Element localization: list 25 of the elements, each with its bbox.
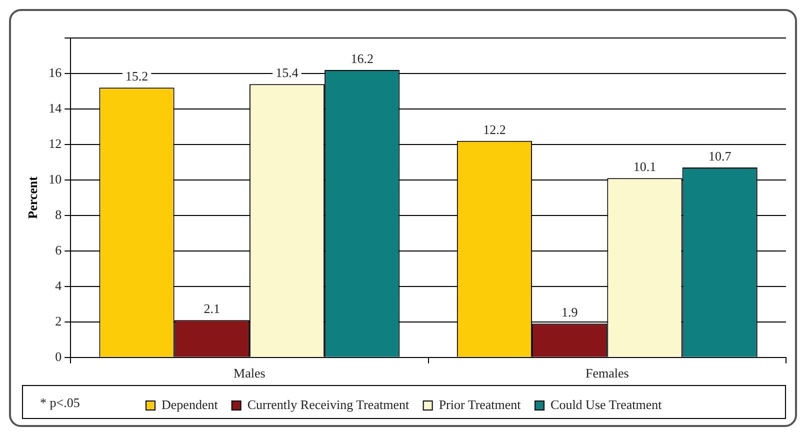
x-tick-label: Males: [234, 366, 266, 381]
y-tick-label: 2: [55, 313, 62, 328]
legend-label: Currently Receiving Treatment: [247, 396, 410, 412]
data-label: 10.1: [633, 159, 656, 174]
data-label: 10.7: [708, 148, 732, 164]
data-label: 15.2: [125, 68, 148, 84]
x-tick-label: Females: [585, 366, 629, 381]
legend-label: Could Use Treatment: [550, 396, 662, 412]
y-tick-label: 10: [48, 171, 62, 186]
y-axis-title: Percent: [25, 176, 40, 219]
data-label: 1.9: [561, 304, 578, 320]
data-label: 16.2: [350, 50, 374, 66]
y-tick-label: 4: [55, 278, 62, 293]
y-tick-label: 16: [48, 64, 62, 80]
data-label: 15.4: [276, 65, 299, 80]
data-label: 2.1: [204, 301, 220, 316]
y-tick-label: 14: [48, 100, 62, 116]
y-tick-label: 6: [55, 242, 62, 258]
legend-label: Dependent: [162, 396, 218, 412]
y-tick-label: 12: [48, 136, 62, 151]
text: * p<.05: [40, 395, 80, 411]
y-tick-label: 0: [55, 348, 62, 364]
data-label: 12.2: [483, 122, 506, 137]
legend-label: Prior Treatment: [438, 396, 522, 412]
y-tick-label: 8: [55, 206, 62, 222]
